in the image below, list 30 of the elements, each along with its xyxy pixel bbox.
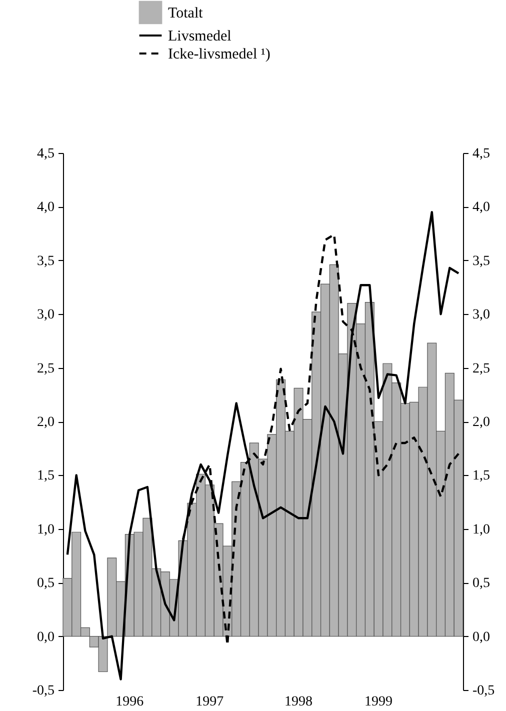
y2-tick-label: 2,5 [472,361,490,376]
x-tick-label: 1996 [116,694,144,710]
y2-tick-label: 0,5 [472,576,490,592]
x-tick-label: 1999 [364,694,393,710]
y-tick-label: 1,0 [37,522,54,538]
legend-label: Totalt [168,6,204,22]
y-tick-label: 2,5 [37,361,54,376]
line-series [66,210,460,680]
legend-label: Livsmedel [168,28,232,44]
y-tick-label: 0,5 [37,576,54,592]
y2-tick-label: 4,0 [472,200,490,216]
y2-tick-label: 2,0 [472,415,490,430]
y-tick-label: 3,5 [37,254,54,269]
y2-tick-label: 4,5 [472,146,490,162]
y-tick-label: 3,0 [37,308,54,323]
y2-tick-label: 3,5 [472,254,490,269]
y-tick-label: 4,0 [37,200,54,216]
y-tick-label: 4,5 [37,146,54,162]
y2-tick-label: 1,5 [472,468,490,484]
y-tick-label: 2,0 [37,415,54,430]
y-tick-label: -0,5 [32,684,54,698]
legend-label: Icke-livsmedel ¹) [168,46,270,62]
x-tick-label: 1998 [284,694,313,710]
x-tick-label: 1997 [196,694,224,710]
y2-tick-label: 0,0 [472,630,490,645]
y-tick-label: 1,5 [37,468,54,484]
y-tick-label: 0,0 [37,630,54,645]
y2-tick-label: 1,0 [472,522,490,538]
y2-tick-label: -0,5 [472,684,495,698]
y2-tick-label: 3,0 [472,308,490,323]
